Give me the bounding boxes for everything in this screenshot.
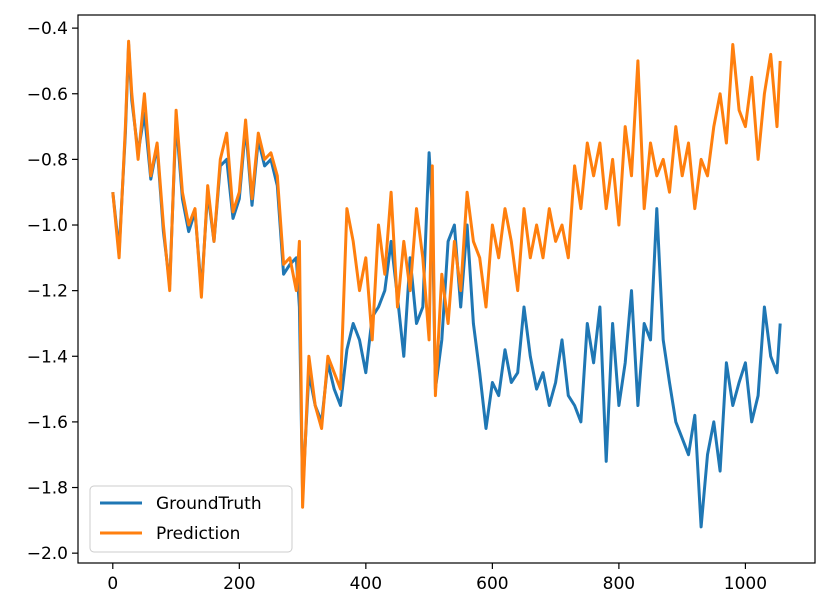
y-tick-label: −1.0 xyxy=(27,216,68,236)
y-tick-label: −0.4 xyxy=(27,19,68,39)
y-axis-ticks: −2.0 −1.8 −1.6 −1.4 −1.2 −1.0 −0.8 −0.6 −0.4 xyxy=(27,19,78,564)
x-tick-label: 600 xyxy=(476,574,508,594)
x-tick-label: 200 xyxy=(223,574,255,594)
y-tick-label: −0.8 xyxy=(27,150,68,170)
x-tick-label: 800 xyxy=(603,574,635,594)
y-tick-label: −2.0 xyxy=(27,544,68,564)
y-tick-label: −1.8 xyxy=(27,479,68,499)
y-tick-label: −1.2 xyxy=(27,282,68,302)
legend-label-groundtruth: GroundTruth xyxy=(156,494,262,514)
x-tick-label: 0 xyxy=(107,574,118,594)
series-line-groundtruth xyxy=(111,43,782,529)
legend: GroundTruth Prediction xyxy=(89,485,293,553)
x-tick-label: 1000 xyxy=(724,574,767,594)
y-tick-label: −1.4 xyxy=(27,347,68,367)
x-axis-ticks: 0 200 400 600 800 1000 xyxy=(107,563,767,594)
legend-label-prediction: Prediction xyxy=(156,524,240,544)
y-tick-label: −1.6 xyxy=(27,413,68,433)
axes-frame xyxy=(77,14,816,564)
series-line-prediction xyxy=(111,39,782,509)
x-tick-label: 400 xyxy=(350,574,382,594)
plot-lines xyxy=(111,39,782,529)
y-tick-label: −0.6 xyxy=(27,85,68,105)
